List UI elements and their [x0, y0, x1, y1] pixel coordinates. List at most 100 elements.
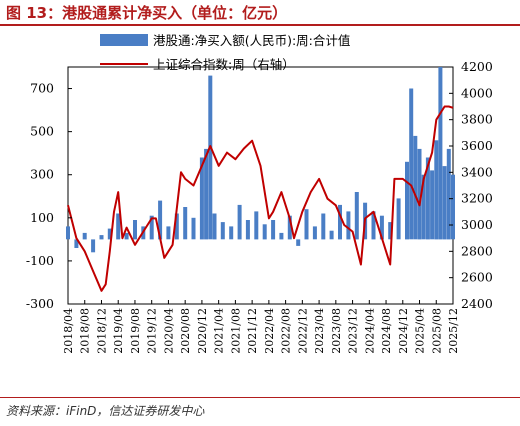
bar	[396, 198, 401, 240]
source-rule	[0, 397, 520, 398]
bar	[279, 232, 284, 240]
line-series	[67, 105, 454, 292]
bar	[430, 170, 435, 240]
left-tick-label: 100	[30, 210, 54, 225]
bar	[183, 207, 188, 240]
bar	[409, 88, 414, 240]
chart: -300 -100 100 300 500 700 2400 2600 2800 3000 320…	[26, 33, 493, 354]
bar	[174, 213, 179, 240]
bar	[304, 209, 309, 240]
title-rule	[0, 24, 520, 26]
bar	[212, 213, 217, 240]
bar	[158, 200, 163, 240]
bar	[116, 213, 121, 240]
right-tick-label: 2400	[461, 296, 493, 311]
bar	[271, 220, 276, 240]
x-tick-label: 2023/04	[313, 308, 326, 354]
x-tick-label: 2018/04	[62, 308, 75, 354]
bar	[354, 192, 359, 240]
x-tick-label: 2021/08	[229, 308, 242, 354]
bar	[166, 226, 171, 240]
bar	[421, 174, 426, 240]
x-tick-label: 2019/04	[112, 308, 125, 354]
right-tick-label: 3200	[461, 191, 493, 206]
x-tick-label: 2025/08	[430, 308, 443, 354]
bar	[220, 222, 225, 240]
bar	[199, 157, 204, 240]
left-tick-label: 500	[30, 124, 54, 139]
right-tick-label: 2800	[461, 243, 493, 258]
bar	[204, 148, 209, 240]
right-axis-ticks: 2400 2600 2800 3000 3200 3400 3600 3800 4000 4200	[449, 59, 493, 311]
x-tick-label: 2020/04	[162, 308, 175, 354]
bar	[91, 239, 96, 253]
bar	[417, 148, 422, 240]
bar	[254, 211, 259, 240]
x-tick-label: 2022/12	[296, 308, 309, 354]
right-tick-label: 3600	[461, 138, 493, 153]
bar	[99, 235, 104, 240]
right-tick-label: 4200	[461, 59, 493, 74]
x-tick-label: 2025/12	[447, 308, 460, 354]
x-tick-label: 2024/08	[380, 308, 393, 354]
bar	[371, 211, 376, 240]
bar	[413, 135, 418, 240]
right-tick-label: 2600	[461, 270, 493, 285]
bar	[425, 157, 430, 240]
left-tick-label: -100	[26, 253, 54, 268]
x-tick-label: 2023/12	[347, 308, 360, 354]
x-tick-label: 2019/08	[129, 308, 142, 354]
bar	[405, 161, 409, 240]
x-tick-label: 2020/08	[179, 308, 192, 354]
legend-bar-swatch	[100, 34, 148, 46]
x-axis-ticks: 2018/04 2018/08 2018/12 2019/04 2019/08 2019/…	[62, 300, 460, 354]
left-tick-label: 300	[30, 167, 54, 182]
bar	[379, 215, 384, 240]
x-tick-label: 2022/04	[263, 308, 276, 354]
x-tick-label: 2020/12	[196, 308, 209, 354]
bar	[434, 140, 439, 240]
bar	[287, 215, 292, 240]
bar	[296, 239, 301, 246]
bar	[107, 228, 112, 240]
bar	[262, 224, 267, 240]
right-tick-label: 3000	[461, 217, 493, 232]
bar	[446, 148, 451, 240]
bar	[237, 204, 242, 240]
x-tick-label: 2022/08	[280, 308, 293, 354]
bar	[312, 226, 317, 240]
right-tick-label: 3800	[461, 112, 493, 127]
bar	[442, 166, 447, 240]
bar	[321, 213, 326, 240]
bar	[245, 220, 250, 240]
bar	[229, 226, 234, 240]
left-tick-label: 700	[30, 81, 54, 96]
left-axis-ticks: -300 -100 100 300 500 700	[26, 81, 72, 311]
source-note: 资料来源：iFinD，信达证券研发中心	[6, 404, 205, 418]
bar	[329, 230, 334, 240]
x-tick-label: 2021/12	[246, 308, 259, 354]
bar	[346, 211, 351, 240]
legend: 港股通:净买入额(人民币):周:合计值 上证综合指数:周（右轴）	[100, 33, 350, 72]
bar	[133, 220, 137, 240]
left-tick-label: -300	[26, 296, 54, 311]
bar-series	[66, 67, 455, 253]
bar	[438, 67, 443, 240]
right-tick-label: 3400	[461, 164, 493, 179]
bar	[74, 239, 79, 248]
x-tick-label: 2025/04	[414, 308, 427, 354]
bar	[388, 222, 393, 240]
x-tick-label: 2019/12	[146, 308, 159, 354]
bar	[124, 232, 129, 240]
bar	[66, 226, 70, 240]
right-tick-label: 4000	[461, 85, 493, 100]
bar	[451, 174, 455, 240]
x-tick-label: 2024/04	[363, 308, 376, 354]
bar	[82, 232, 87, 240]
x-tick-label: 2024/12	[397, 308, 410, 354]
x-tick-label: 2018/12	[95, 308, 108, 354]
bar	[208, 75, 213, 240]
plot-frame	[67, 66, 454, 305]
bar	[149, 215, 154, 240]
bar	[338, 204, 342, 240]
